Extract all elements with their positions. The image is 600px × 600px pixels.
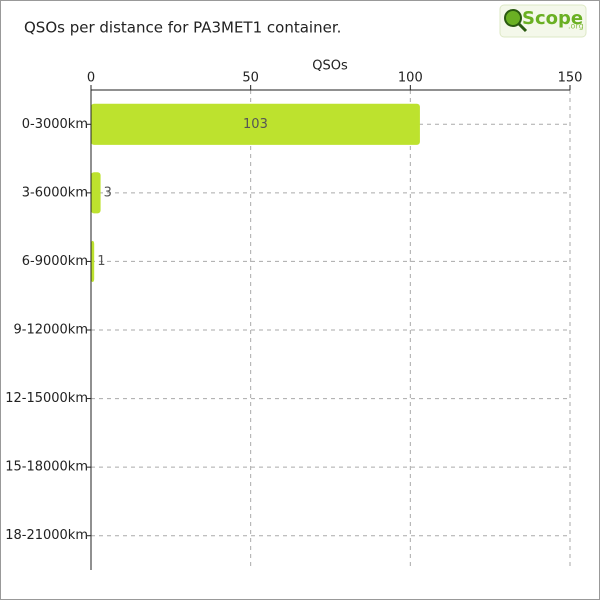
x-tick-label: 0 [87, 71, 95, 86]
x-tick-label: 50 [242, 71, 259, 86]
chart-title: QSOs per distance for PA3MET1 container. [24, 19, 341, 37]
bar [91, 103, 420, 145]
logo: Scope .org [499, 4, 587, 38]
bar [91, 240, 95, 282]
y-tick-label: 12-15000km [5, 391, 88, 406]
data-label: 103 [243, 117, 268, 132]
x-tick-label: 150 [558, 71, 583, 86]
y-tick-label: 15-18000km [5, 460, 88, 475]
logo-icon-handle [517, 22, 528, 33]
logo-box [499, 4, 587, 38]
y-tick-label: 6-9000km [22, 254, 88, 269]
data-label: 1 [97, 254, 105, 269]
y-tick-label: 0-3000km [22, 117, 88, 132]
logo-text: Scope [522, 8, 583, 29]
logo-suffix: .org [568, 22, 584, 31]
data-label: 3 [104, 185, 112, 200]
y-tick-label: 18-21000km [5, 528, 88, 543]
logo-icon [504, 9, 522, 27]
y-tick-label: 9-12000km [13, 323, 88, 338]
y-tick-label: 3-6000km [22, 185, 88, 200]
x-tick-label: 100 [398, 71, 423, 86]
bar [91, 172, 101, 214]
x-axis-title: QSOs [312, 59, 348, 74]
